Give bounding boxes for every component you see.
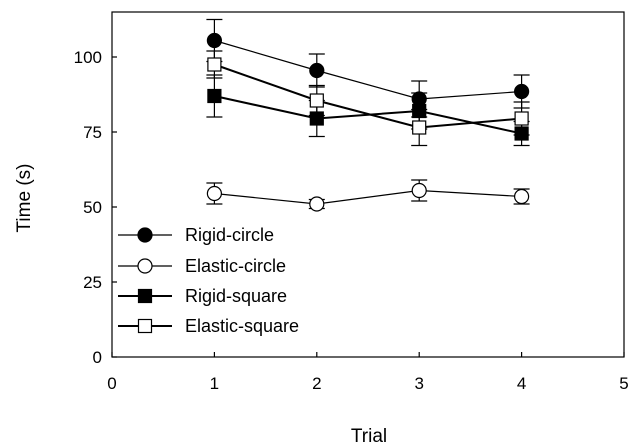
legend: Rigid-circle Elastic-circle Rigid-square El… (118, 225, 299, 336)
legend-marker (137, 288, 153, 304)
x-axis: 0 1 2 3 4 5 (107, 352, 629, 393)
y-tick-label: 50 (83, 198, 102, 217)
data-point (514, 111, 529, 126)
data-point (411, 182, 427, 199)
data-point (513, 83, 530, 100)
series-line (214, 63, 522, 129)
data-point (309, 62, 325, 79)
legend-item-elastic-square: Elastic-square (118, 316, 299, 336)
legend-item-elastic-circle: Elastic-circle (118, 256, 286, 276)
plot-border (111, 11, 625, 358)
x-tick-label: 1 (210, 374, 219, 393)
y-tick-label: 100 (74, 48, 102, 67)
data-point (309, 93, 324, 108)
y-axis-title: Time (s) (14, 164, 35, 233)
series-layer (206, 18, 530, 212)
legend-marker (137, 318, 153, 334)
data-point (412, 120, 427, 135)
series-line (214, 189, 522, 205)
x-tick-label: 5 (619, 374, 628, 393)
y-tick-label: 0 (93, 348, 102, 367)
x-tick-label: 4 (517, 374, 526, 393)
legend-marker (137, 258, 153, 274)
legend-marker (137, 227, 153, 243)
series-elastic-square (206, 50, 530, 147)
plot-frame (111, 11, 625, 358)
legend-label: Elastic-circle (185, 256, 286, 276)
y-tick-label: 75 (83, 123, 102, 142)
series-line (214, 39, 522, 100)
x-tick-label: 2 (312, 374, 321, 393)
legend-label: Rigid-circle (185, 225, 274, 245)
data-point (309, 196, 325, 212)
series-rigid-circle (206, 18, 530, 118)
y-axis: 0 25 50 75 100 (74, 48, 117, 367)
data-point (207, 88, 222, 104)
data-point (206, 32, 222, 49)
legend-label: Rigid-square (185, 286, 287, 306)
series-elastic-circle (206, 179, 530, 212)
x-axis-title: Trial (351, 426, 387, 447)
legend-item-rigid-circle: Rigid-circle (118, 225, 274, 245)
data-point (206, 185, 222, 202)
x-tick-label: 3 (414, 374, 423, 393)
data-point (207, 57, 222, 72)
y-tick-label: 25 (83, 273, 102, 292)
legend-label: Elastic-square (185, 316, 299, 336)
legend-item-rigid-square: Rigid-square (118, 286, 287, 306)
data-point (513, 188, 530, 205)
series-rigid-square (206, 74, 530, 147)
x-tick-label: 0 (107, 374, 116, 393)
